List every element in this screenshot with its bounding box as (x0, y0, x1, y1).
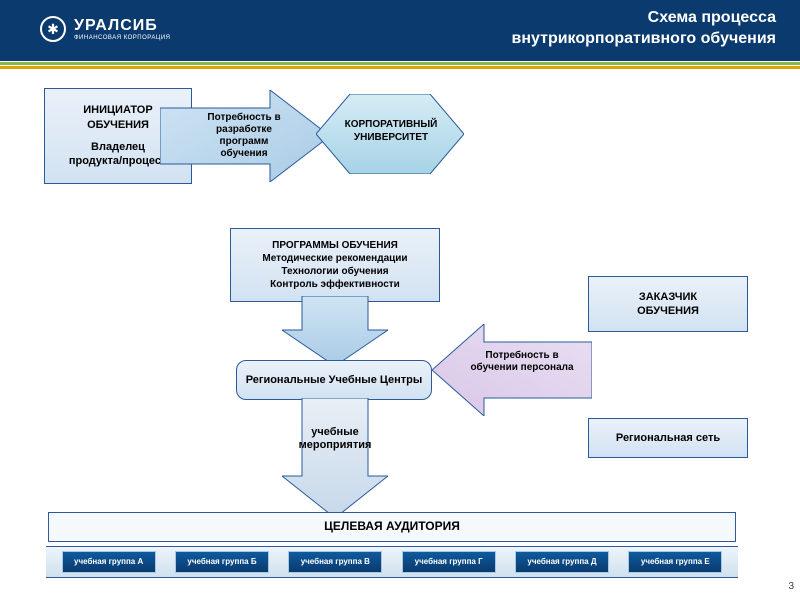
arrow-events (282, 398, 388, 518)
logo-text: УРАЛСИБ (74, 17, 170, 35)
node-customer: ЗАКАЗЧИК ОБУЧЕНИЯ (588, 276, 748, 332)
arrow-down-to-centers (282, 296, 388, 366)
page-number: 3 (788, 581, 794, 592)
logo: ✱ УРАЛСИБ ФИНАНСОВАЯ КОРПОРАЦИЯ (40, 16, 170, 42)
arrow-label-need-dev: Потребность в разработке программ обучен… (196, 112, 292, 160)
node-programs: ПРОГРАММЫ ОБУЧЕНИЯ Методические рекоменд… (230, 228, 440, 302)
node-target-audience: ЦЕЛЕВАЯ АУДИТОРИЯ (48, 512, 736, 542)
node-regional-net: Региональная сеть (588, 418, 748, 458)
page-title: Схема процесса внутрикорпоративного обуч… (512, 8, 776, 50)
logo-icon: ✱ (40, 16, 66, 42)
group-e: учебная группа Д (515, 551, 609, 573)
group-c: учебная группа В (288, 551, 382, 573)
group-d: учебная группа Г (402, 551, 496, 573)
diagram-canvas: ИНИЦИАТОР ОБУЧЕНИЯ Владелец продукта/про… (0, 68, 800, 600)
accent-bars (0, 58, 800, 68)
header: ✱ УРАЛСИБ ФИНАНСОВАЯ КОРПОРАЦИЯ Схема пр… (0, 0, 800, 58)
group-a: учебная группа А (62, 551, 156, 573)
arrow-label-need-train: Потребность в обучении персонала (468, 350, 576, 374)
arrow-label-events: учебные мероприятия (292, 426, 378, 452)
groups-bar: учебная группа А учебная группа Б учебна… (46, 546, 738, 578)
group-b: учебная группа Б (175, 551, 269, 573)
node-university-label: КОРПОРАТИВНЫЙ УНИВЕРСИТЕТ (336, 118, 446, 144)
node-regional-centers: Региональные Учебные Центры (236, 360, 432, 400)
logo-subtext: ФИНАНСОВАЯ КОРПОРАЦИЯ (74, 35, 170, 41)
group-f: учебная группа Е (628, 551, 722, 573)
